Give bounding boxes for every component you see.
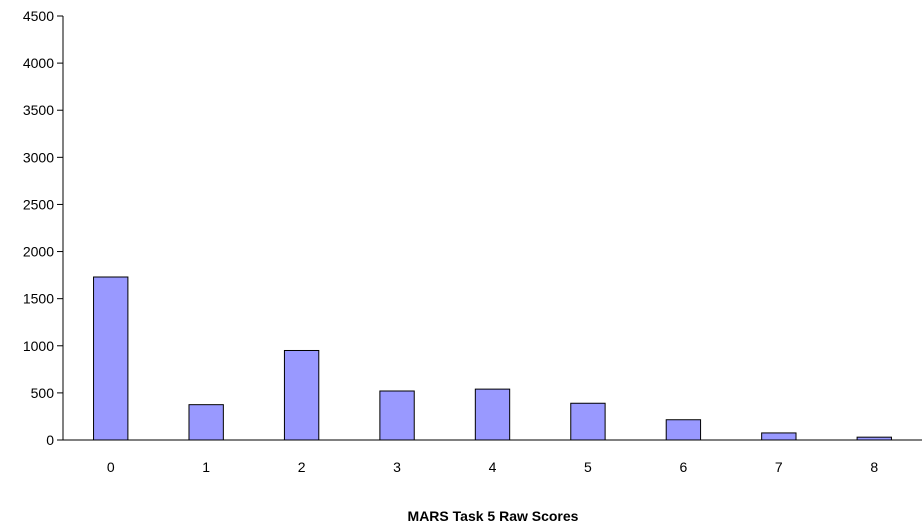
y-tick-label: 500: [31, 385, 55, 401]
x-tick-label: 1: [202, 459, 210, 475]
y-ticks-group: 0 500 1000 1500 2000 2500 3000 3500 4000 4500: [23, 8, 63, 448]
bar-7: [761, 432, 797, 441]
x-tick-label: 8: [870, 459, 878, 475]
bar-3: [379, 390, 415, 441]
y-tick-label: 4500: [23, 8, 54, 24]
bar-4: [474, 388, 511, 441]
y-tick-label: 3500: [23, 102, 54, 118]
x-tick-label: 3: [393, 459, 401, 475]
x-tick-label: 0: [107, 459, 115, 475]
x-tick-label: 6: [679, 459, 687, 475]
bar-2: [283, 349, 320, 441]
bar-0: [93, 276, 129, 441]
bars-group: [93, 276, 892, 441]
y-tick-label: 4000: [23, 55, 54, 71]
axes-group: [62, 16, 922, 441]
y-tick-label: 1000: [23, 338, 54, 354]
y-tick-label: 0: [46, 432, 54, 448]
bar-5: [570, 402, 606, 441]
x-ticks-group: 0 1 2 3 4 5 6 7 8: [107, 459, 879, 475]
x-axis-label: MARS Task 5 Raw Scores: [408, 508, 579, 524]
y-tick-label: 1500: [23, 291, 54, 307]
y-tick-label: 3000: [23, 149, 54, 165]
bar-1: [188, 404, 224, 441]
x-tick-label: 4: [489, 459, 497, 475]
y-tick-label: 2500: [23, 196, 54, 212]
bar-6: [665, 419, 702, 441]
x-tick-label: 7: [775, 459, 783, 475]
x-tick-label: 2: [298, 459, 306, 475]
x-tick-label: 5: [584, 459, 592, 475]
y-tick-label: 2000: [23, 244, 54, 260]
